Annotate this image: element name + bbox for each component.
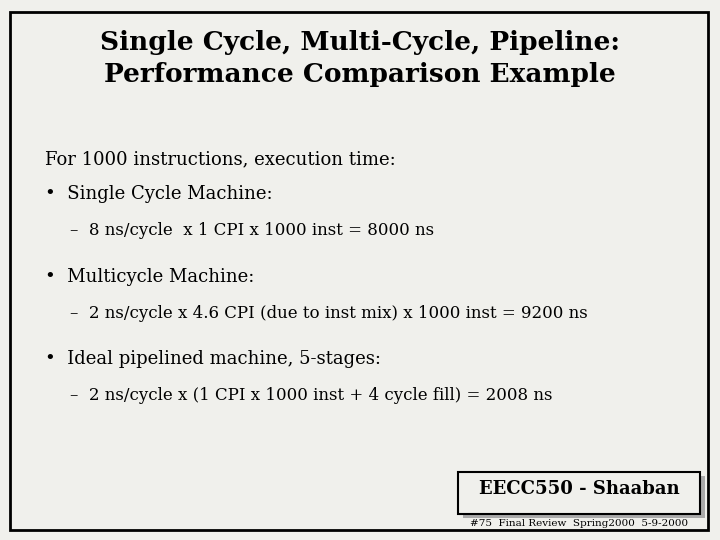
Text: For 1000 instructions, execution time:: For 1000 instructions, execution time: — [45, 150, 396, 168]
Text: #75  Final Review  Spring2000  5-9-2000: #75 Final Review Spring2000 5-9-2000 — [470, 519, 688, 529]
FancyBboxPatch shape — [463, 476, 705, 518]
Text: •  Single Cycle Machine:: • Single Cycle Machine: — [45, 185, 273, 203]
Text: –  2 ns/cycle x 4.6 CPI (due to inst mix) x 1000 inst = 9200 ns: – 2 ns/cycle x 4.6 CPI (due to inst mix)… — [70, 305, 588, 322]
FancyBboxPatch shape — [458, 472, 700, 514]
FancyBboxPatch shape — [10, 12, 708, 530]
Text: –  2 ns/cycle x (1 CPI x 1000 inst + 4 cycle fill) = 2008 ns: – 2 ns/cycle x (1 CPI x 1000 inst + 4 cy… — [70, 387, 552, 404]
Text: Single Cycle, Multi-Cycle, Pipeline:
Performance Comparison Example: Single Cycle, Multi-Cycle, Pipeline: Per… — [100, 30, 620, 87]
Text: •  Multicycle Machine:: • Multicycle Machine: — [45, 268, 254, 286]
Text: –  8 ns/cycle  x 1 CPI x 1000 inst = 8000 ns: – 8 ns/cycle x 1 CPI x 1000 inst = 8000 … — [70, 222, 434, 239]
Text: EECC550 - Shaaban: EECC550 - Shaaban — [479, 480, 679, 498]
Text: •  Ideal pipelined machine, 5-stages:: • Ideal pipelined machine, 5-stages: — [45, 350, 381, 368]
